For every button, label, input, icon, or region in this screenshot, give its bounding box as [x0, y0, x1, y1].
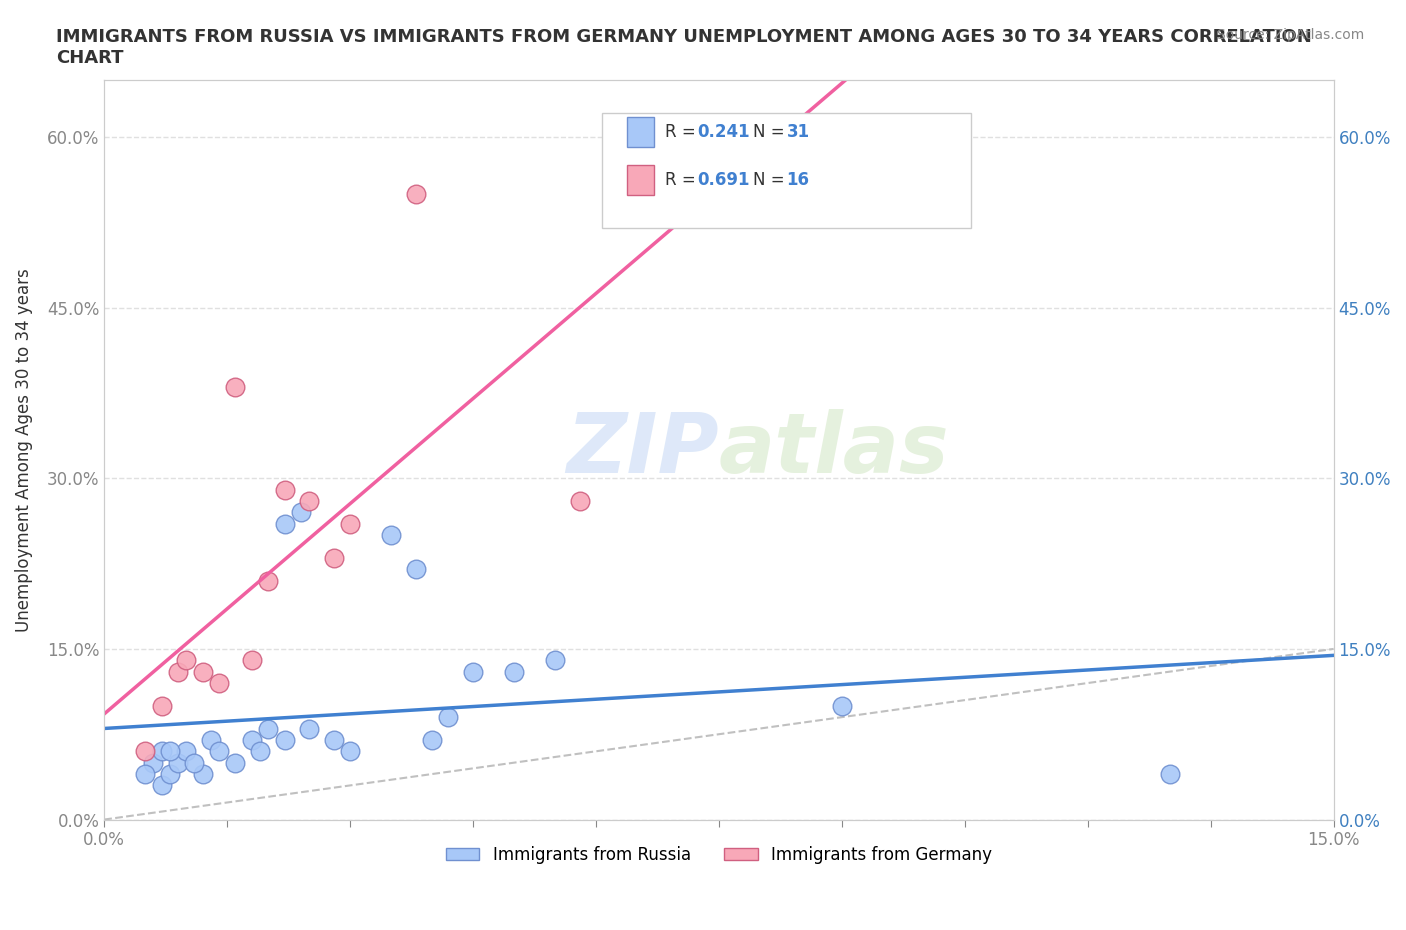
Point [405, 562, 427, 577]
Point [200, 733, 222, 748]
Point [257, 721, 280, 736]
Y-axis label: Unemployment Among Ages 30 to 34 years: Unemployment Among Ages 30 to 34 years [15, 268, 32, 631]
Point [208, 744, 231, 759]
Text: ZIP: ZIP [567, 409, 718, 490]
Text: N =: N = [754, 171, 790, 189]
Point [1159, 766, 1181, 781]
Point [339, 744, 361, 759]
Point [224, 755, 246, 770]
Point [503, 664, 526, 679]
Point [322, 733, 344, 748]
Point [257, 573, 280, 588]
Point [298, 494, 321, 509]
Point [191, 664, 214, 679]
Point [174, 653, 197, 668]
Point [831, 698, 853, 713]
Point [183, 755, 205, 770]
Point [240, 733, 263, 748]
Text: IMMIGRANTS FROM RUSSIA VS IMMIGRANTS FROM GERMANY UNEMPLOYMENT AMONG AGES 30 TO : IMMIGRANTS FROM RUSSIA VS IMMIGRANTS FRO… [56, 28, 1312, 67]
Point [142, 755, 165, 770]
Point [339, 516, 361, 531]
Point [322, 551, 344, 565]
Text: R =: R = [665, 123, 700, 140]
FancyBboxPatch shape [602, 113, 972, 228]
Text: N =: N = [754, 123, 790, 140]
Point [298, 721, 321, 736]
Point [544, 653, 567, 668]
Point [420, 733, 443, 748]
Point [240, 653, 263, 668]
Legend: Immigrants from Russia, Immigrants from Germany: Immigrants from Russia, Immigrants from … [440, 839, 998, 870]
Text: R =: R = [665, 171, 700, 189]
FancyBboxPatch shape [627, 117, 654, 147]
Point [159, 766, 181, 781]
Point [707, 164, 730, 179]
Point [461, 664, 484, 679]
Point [224, 379, 246, 394]
Point [208, 675, 231, 690]
Point [134, 766, 156, 781]
Point [174, 744, 197, 759]
Point [150, 744, 173, 759]
Point [273, 733, 295, 748]
Point [134, 744, 156, 759]
Text: atlas: atlas [718, 409, 949, 490]
Point [290, 505, 312, 520]
Point [249, 744, 271, 759]
Point [405, 186, 427, 201]
Point [191, 766, 214, 781]
Point [437, 710, 460, 724]
Point [273, 516, 295, 531]
Point [159, 744, 181, 759]
Point [380, 527, 402, 542]
Text: Source: ZipAtlas.com: Source: ZipAtlas.com [1216, 28, 1364, 42]
Text: 16: 16 [786, 171, 810, 189]
Text: 0.691: 0.691 [697, 171, 749, 189]
Point [273, 482, 295, 497]
Point [568, 494, 591, 509]
Text: 0.241: 0.241 [697, 123, 749, 140]
Text: 31: 31 [786, 123, 810, 140]
Point [167, 755, 190, 770]
FancyBboxPatch shape [627, 166, 654, 194]
Point [150, 778, 173, 793]
Point [150, 698, 173, 713]
Point [167, 664, 190, 679]
